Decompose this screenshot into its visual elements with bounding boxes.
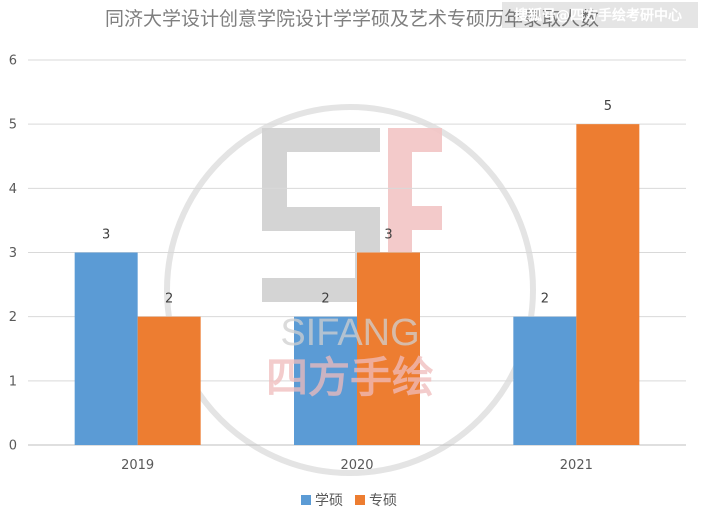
legend-swatch <box>355 495 365 505</box>
y-tick-label: 3 <box>9 246 17 261</box>
corner-watermark-bg <box>502 2 698 28</box>
y-tick-label: 6 <box>9 54 17 69</box>
data-label: 2 <box>321 292 329 307</box>
y-tick-label: 0 <box>9 439 17 454</box>
legend-label: 学硕 <box>315 493 343 509</box>
data-label: 3 <box>384 228 392 243</box>
data-label: 2 <box>541 292 549 307</box>
y-tick-label: 5 <box>9 118 17 133</box>
watermark-logo-text: SIFANG 四方手绘 <box>266 312 434 402</box>
legend: 学硕 专硕 <box>301 493 397 509</box>
bar-2020-学硕 <box>294 316 357 445</box>
bar-2019-专硕 <box>137 316 201 445</box>
data-label: 3 <box>102 228 110 243</box>
bar-2021-专硕 <box>576 124 640 446</box>
watermark-mark-s <box>262 128 380 302</box>
corner-watermark-text: 搜狐号@四方手绘考研中心 <box>514 7 682 24</box>
data-label: 5 <box>604 99 612 114</box>
legend-swatch <box>301 495 311 505</box>
y-tick-label: 1 <box>9 374 17 389</box>
y-tick-label: 2 <box>9 310 17 325</box>
x-axis-ticks: 2019 2020 2021 <box>121 458 593 473</box>
x-tick-label: 2019 <box>121 458 154 473</box>
x-tick-label: 2021 <box>560 458 593 473</box>
watermark-latin: SIFANG <box>280 312 419 354</box>
y-axis-ticks: 0 1 2 3 4 5 6 <box>9 54 17 454</box>
data-labels: 3 2 2 3 2 5 <box>102 99 612 307</box>
bars <box>74 124 640 446</box>
bar-2019-学硕 <box>74 252 138 445</box>
y-tick-label: 4 <box>9 182 17 197</box>
bar-2021-学硕 <box>513 316 577 445</box>
bar-2020-专硕 <box>357 252 420 445</box>
legend-label: 专硕 <box>369 493 397 509</box>
watermark-cjk: 四方手绘 <box>266 353 434 402</box>
data-label: 2 <box>165 292 173 307</box>
chart-title: 同济大学设计创意学院设计学学硕及艺术专硕历年录取人数 <box>105 8 599 30</box>
watermark-ring <box>164 104 536 476</box>
x-tick-label: 2020 <box>340 458 373 473</box>
